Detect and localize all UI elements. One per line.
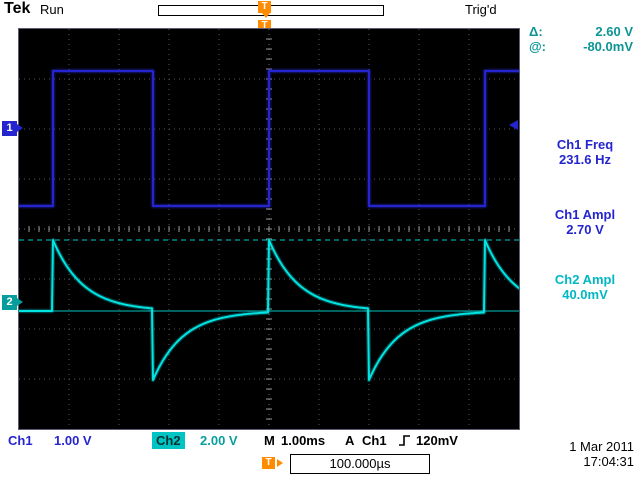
ch2-scale-label: Ch2 [152, 432, 185, 449]
delay-marker-icon: T [262, 457, 275, 469]
ch2-ground-marker: 2 [2, 295, 17, 310]
rising-slope-icon [399, 435, 410, 446]
trigger-level-value: 120mV [416, 433, 458, 448]
measurement-label: Ch1 Freq [556, 137, 614, 152]
measurement-ch2-ampl: Ch2 Ampl 40.0mV [532, 272, 638, 302]
measurement-value: 2.70 V [566, 222, 604, 237]
ch1-scale-label: Ch1 [8, 433, 33, 448]
ch2-ground-marker-arrow-icon [17, 298, 23, 306]
cursor-delta-readout: Δ: 2.60 V [529, 24, 633, 39]
trigger-level-arrow-icon [509, 120, 518, 130]
graticule [16, 28, 522, 430]
measurement-label: Ch2 Ampl [554, 272, 616, 287]
ch2-scale-value: 2.00 V [200, 433, 238, 448]
measurement-value: 40.0mV [562, 287, 608, 302]
measurement-ch1-ampl: Ch1 Ampl 2.70 V [532, 207, 638, 237]
date-display: 1 Mar 2011 [569, 439, 634, 454]
timebase-label: M [264, 433, 275, 448]
ch1-ground-marker-arrow-icon [17, 124, 23, 132]
ch1-ground-marker: 1 [2, 121, 17, 136]
waveform-display [16, 29, 522, 429]
trigger-mode: A [345, 433, 355, 448]
cursor-at-readout: @: -80.0mV [529, 39, 633, 54]
time-display: 17:04:31 [583, 454, 634, 469]
ch1-scale-value: 1.00 V [54, 433, 92, 448]
tek-logo: Tek [4, 0, 31, 17]
trigger-status: Trig'd [465, 2, 497, 17]
trigger-source: Ch1 [362, 433, 387, 448]
record-view-bar [158, 5, 384, 16]
delay-arrow-icon [277, 459, 283, 467]
measurement-label: Ch1 Ampl [554, 207, 616, 222]
measurement-value: 231.6 Hz [558, 152, 612, 167]
horizontal-delay-readout: 100.000µs [290, 454, 430, 474]
trigger-position-icon: T [258, 1, 271, 13]
at-value: -80.0mV [583, 39, 633, 54]
measurement-ch1-freq: Ch1 Freq 231.6 Hz [532, 137, 638, 167]
trigger-position-arrow-icon [262, 13, 270, 18]
acquisition-status: Run [40, 2, 64, 17]
delta-label: Δ: [529, 24, 543, 39]
delta-value: 2.60 V [595, 24, 633, 39]
timebase-value: 1.00ms [281, 433, 326, 448]
at-label: @: [529, 39, 547, 54]
